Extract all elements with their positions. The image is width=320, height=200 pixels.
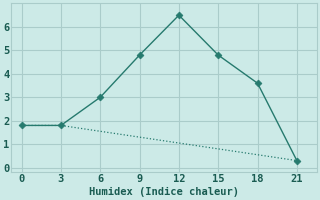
X-axis label: Humidex (Indice chaleur): Humidex (Indice chaleur) <box>89 186 239 197</box>
